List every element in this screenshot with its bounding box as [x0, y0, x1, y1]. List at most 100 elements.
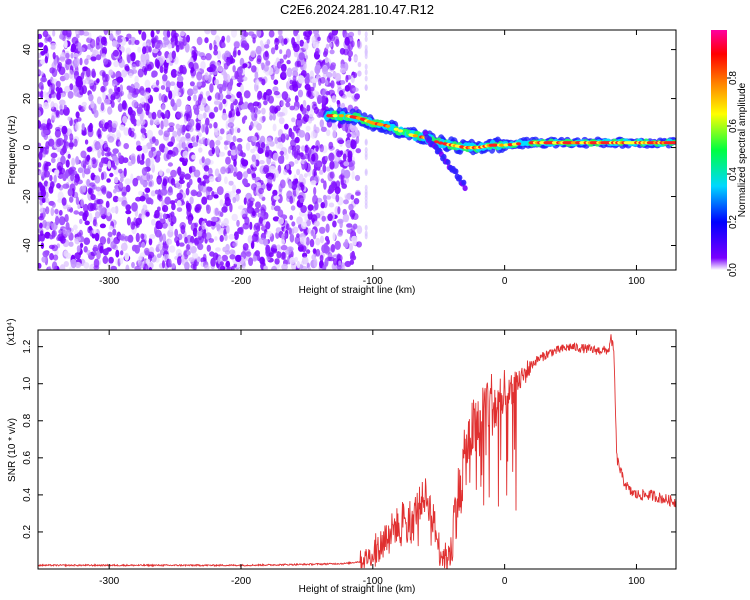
heatmap-cell: [107, 151, 112, 157]
heatmap-cell: [58, 216, 66, 226]
heatmap-cell: [300, 205, 307, 213]
heatmap-cell: [364, 69, 368, 76]
heatmap-cell: [321, 95, 326, 105]
heatmap-cell: [132, 177, 139, 187]
heatmap-cell: [203, 123, 208, 133]
heatmap-cell: [331, 30, 339, 36]
heatmap-cell: [322, 264, 327, 270]
heatmap-cell: [210, 257, 216, 267]
heatmap-cell: [236, 171, 243, 181]
snr-x-axis-label: Height of straight line (km): [299, 584, 416, 595]
heatmap-cell: [184, 173, 191, 180]
heatmap-cell: [50, 45, 56, 50]
colorbar-tick-label: 0.2: [728, 215, 739, 229]
heatmap-cell: [353, 198, 360, 205]
heatmap-cell: [457, 174, 463, 181]
heatmap-cell: [86, 54, 91, 61]
heatmap-cell: [330, 244, 335, 253]
heatmap-cell: [202, 174, 209, 180]
heatmap-cell: [313, 220, 320, 227]
heatmap-cell: [334, 240, 341, 250]
heatmap-cell: [240, 152, 246, 158]
heatmap-cell: [38, 262, 42, 269]
heatmap-cell: [151, 111, 157, 120]
heatmap-cell: [76, 232, 82, 237]
heatmap-cell: [254, 222, 260, 230]
heatmap-cell: [83, 203, 89, 213]
heatmap-cell: [250, 121, 254, 130]
heatmap-cell: [54, 129, 62, 138]
heatmap-cell: [105, 73, 110, 82]
heatmap-cell: [75, 196, 80, 206]
heatmap-cell: [306, 228, 312, 234]
heatmap-cell: [103, 99, 111, 105]
heatmap-cell: [110, 265, 117, 270]
heatmap-cell: [158, 129, 164, 136]
heatmap-cell: [328, 141, 334, 150]
heatmap-cell: [67, 153, 71, 159]
heatmap-cell: [217, 65, 223, 72]
heatmap-cell: [190, 222, 198, 232]
heatmap-cell: [56, 91, 61, 101]
heatmap-cell: [55, 215, 60, 226]
heatmap-cell: [70, 52, 74, 59]
heatmap-cell: [228, 117, 235, 124]
heatmap-cell: [123, 127, 130, 136]
heatmap-cell: [324, 257, 329, 267]
heatmap-cell: [499, 143, 505, 147]
heatmap-cell: [250, 50, 256, 58]
heatmap-cell: [290, 180, 298, 191]
heatmap-cell: [193, 169, 201, 178]
heatmap-cell: [213, 106, 219, 113]
heatmap-cell: [196, 71, 203, 81]
heatmap-cell: [172, 130, 178, 138]
heatmap-cell: [313, 258, 318, 268]
heatmap-cell: [71, 36, 79, 45]
heatmap-cell: [364, 184, 368, 191]
heatmap-cell: [245, 142, 251, 151]
heatmap-cell: [140, 97, 145, 105]
heatmap-cell: [279, 49, 283, 54]
heatmap-cell: [39, 212, 44, 219]
heatmap-cell: [291, 221, 296, 227]
heatmap-cell: [296, 260, 301, 269]
heatmap-cell: [113, 165, 117, 170]
heatmap-cell: [237, 143, 243, 152]
heatmap-cell: [305, 125, 311, 132]
heatmap-cell: [350, 160, 356, 167]
heatmap-cell: [102, 71, 106, 78]
heatmap-cell: [159, 169, 163, 176]
heatmap-cell: [232, 50, 237, 58]
heatmap-cell: [58, 209, 63, 216]
heatmap-cell: [154, 189, 159, 195]
heatmap-cell: [213, 100, 221, 105]
heatmap-cell: [141, 167, 148, 176]
heatmap-cell: [156, 150, 161, 157]
heatmap-cell: [325, 166, 331, 172]
heatmap-cell: [41, 197, 46, 203]
heatmap-cell: [274, 258, 280, 265]
heatmap-cell: [59, 99, 66, 106]
heatmap-cell: [329, 49, 335, 55]
heatmap-cell: [301, 256, 309, 265]
heatmap-cell: [268, 30, 275, 38]
heatmap-cell: [237, 205, 244, 210]
heatmap-cell: [355, 148, 362, 154]
heatmap-cell: [204, 37, 209, 44]
heatmap-cell: [332, 220, 337, 228]
spectrogram-y-axis-label: Frequency (Hz): [7, 116, 18, 185]
heatmap-cell: [227, 122, 235, 128]
heatmap-cell: [161, 181, 167, 191]
heatmap-cell: [161, 260, 166, 269]
heatmap-cell: [95, 211, 100, 219]
x-tick-label: -300: [99, 576, 119, 587]
heatmap-cell: [274, 37, 279, 43]
heatmap-cell: [276, 111, 284, 118]
heatmap-cell: [263, 64, 269, 72]
colorbar-label: Normalized spectral amplitude: [737, 82, 748, 217]
heatmap-cell: [197, 51, 201, 56]
heatmap-cell: [39, 204, 44, 214]
heatmap-cell: [138, 30, 142, 35]
heatmap-cell: [189, 196, 194, 205]
heatmap-cell: [290, 261, 297, 270]
